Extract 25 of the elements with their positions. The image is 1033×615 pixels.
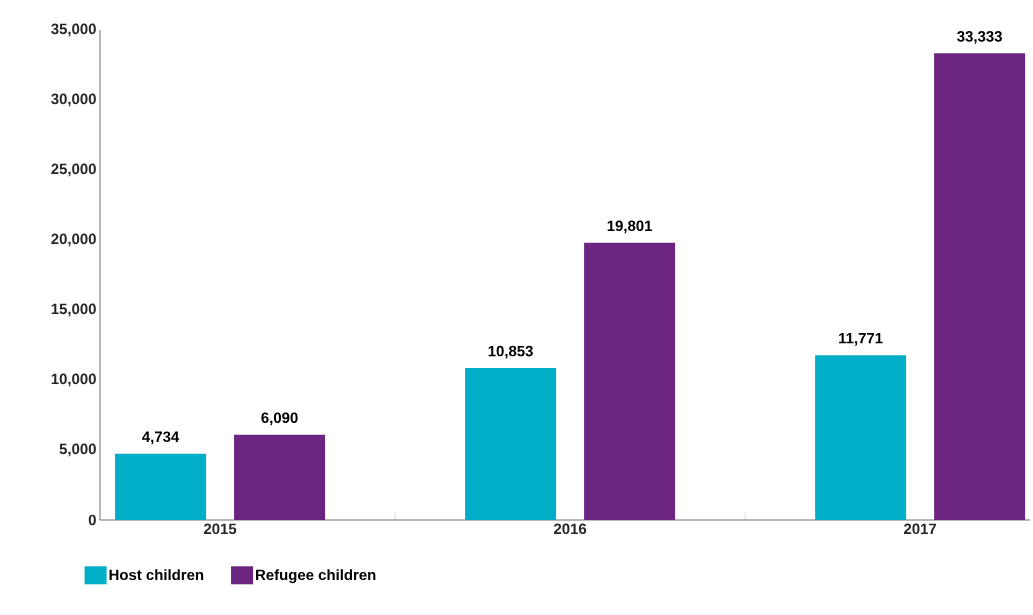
y-tick-label: 15,000 [51,303,96,317]
legend-label: Host children [109,569,204,581]
data-label: 11,771 [839,333,883,346]
bar [465,368,557,520]
data-label: 33,333 [957,31,1002,44]
bar [234,434,326,520]
data-label: 19,801 [607,220,653,234]
x-tick-label: 2016 [553,523,587,535]
data-label: 10,853 [488,345,533,359]
y-tick-label: 10,000 [51,373,96,387]
y-tick-label: 20,000 [51,233,96,247]
legend-label: Refugee children [256,569,376,584]
data-label: 6,090 [261,412,298,426]
y-tick-label: 35,000 [51,23,96,37]
y-tick-label: 0 [88,514,96,526]
x-tick-label: 2015 [203,523,237,535]
bar [584,242,676,520]
y-tick-label: 30,000 [51,93,96,107]
bar [815,355,907,520]
bar [115,453,207,520]
y-tick-label: 5,000 [59,443,96,457]
y-tick-label: 25,000 [51,163,96,177]
data-label: 4,734 [142,431,180,445]
x-tick-label: 2017 [904,523,937,535]
bar [934,53,1026,520]
